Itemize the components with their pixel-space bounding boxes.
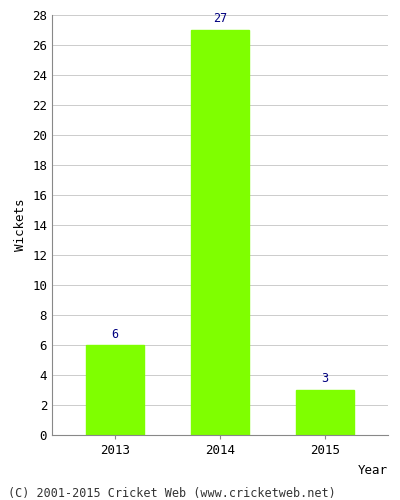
Bar <box>191 30 249 435</box>
Y-axis label: Wickets: Wickets <box>14 198 26 251</box>
Bar <box>296 390 354 435</box>
Text: 27: 27 <box>213 12 227 26</box>
Text: 3: 3 <box>322 372 328 386</box>
Text: Year: Year <box>358 464 388 477</box>
Bar <box>86 345 144 435</box>
Text: 6: 6 <box>112 328 118 340</box>
Text: (C) 2001-2015 Cricket Web (www.cricketweb.net): (C) 2001-2015 Cricket Web (www.cricketwe… <box>8 488 336 500</box>
